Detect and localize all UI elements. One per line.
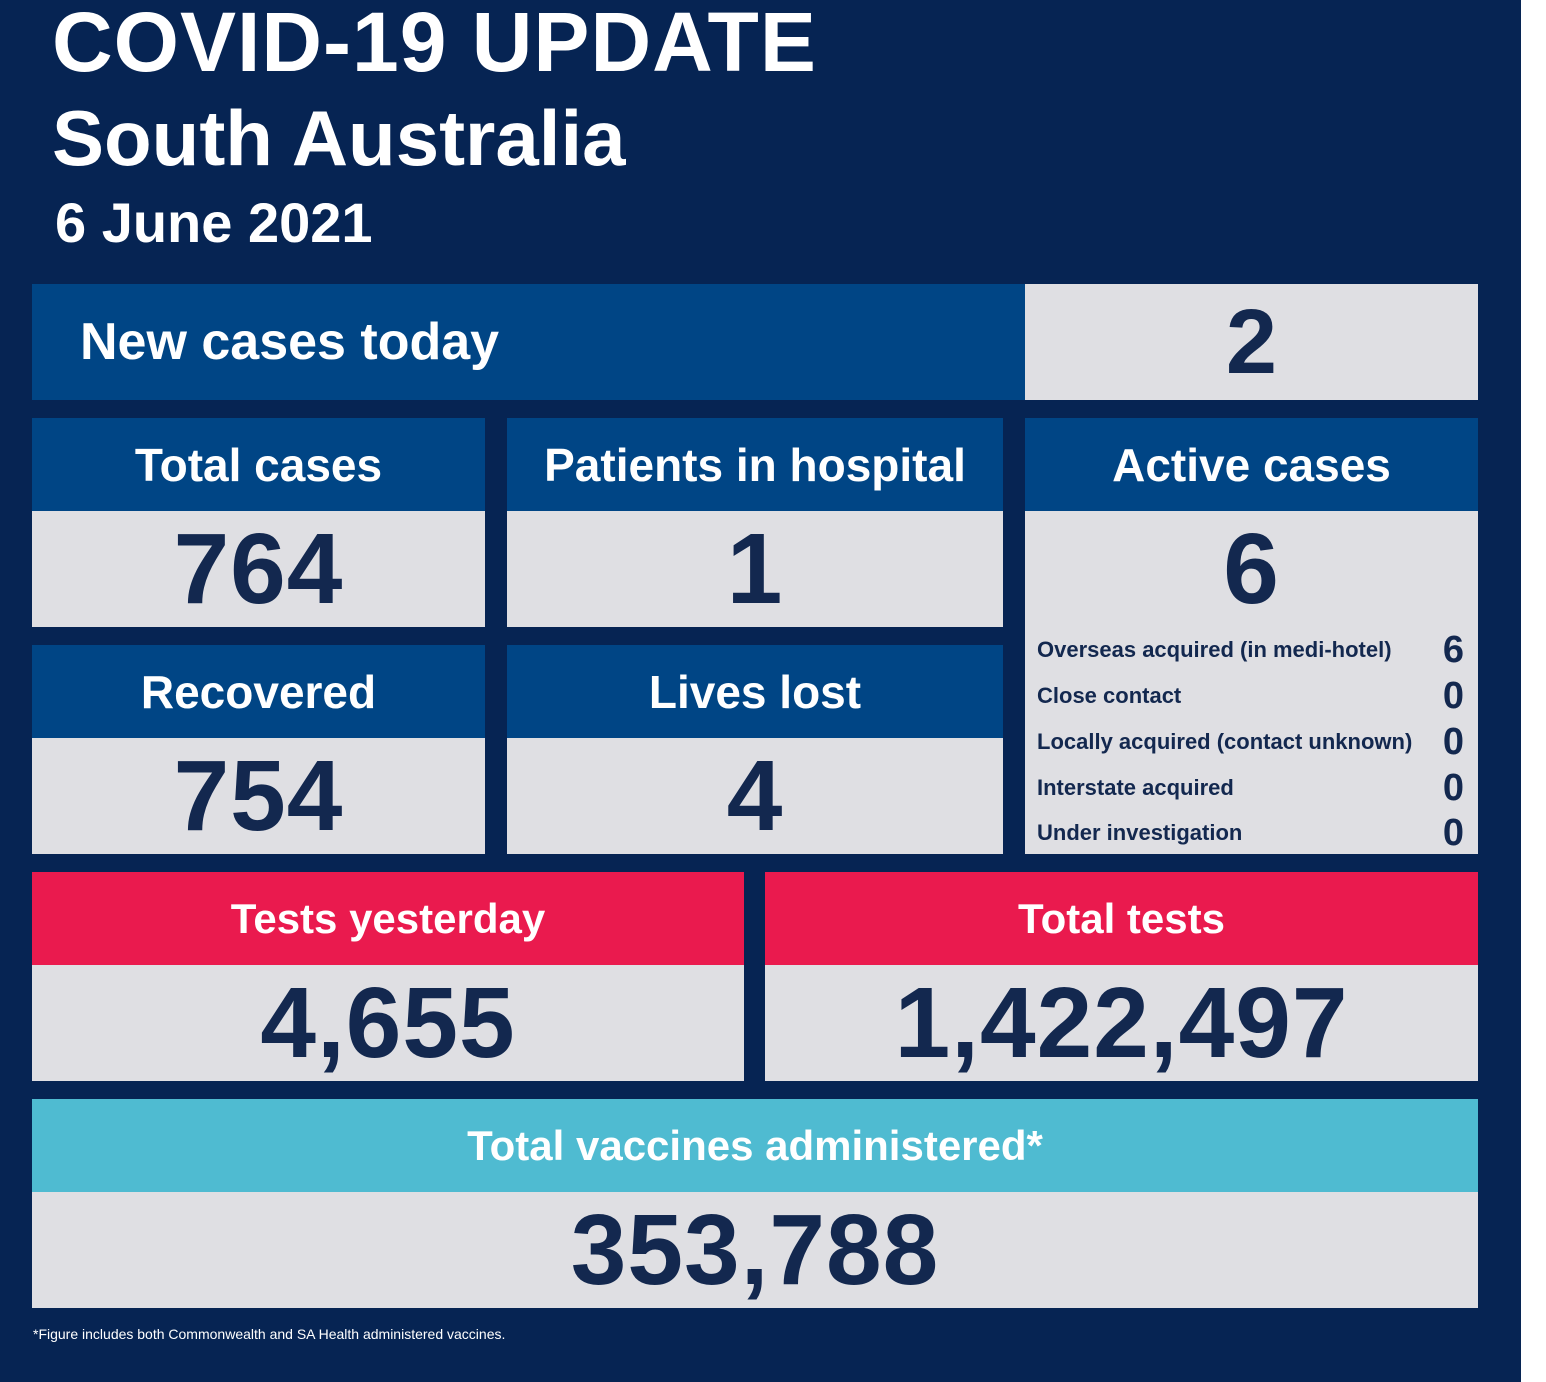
patients-in-hospital-header: Patients in hospital [507,418,1003,511]
total-cases-value-box: 764 [32,511,485,627]
breakdown-value: 0 [1442,811,1464,854]
breakdown-row: Interstate acquired 0 [1037,766,1464,809]
breakdown-row: Under investigation 0 [1037,811,1464,854]
footnote: *Figure includes both Commonwealth and S… [33,1326,506,1342]
patients-in-hospital-value-box: 1 [507,511,1003,627]
total-tests-header: Total tests [765,872,1478,965]
tests-yesterday-value-box: 4,655 [32,965,744,1081]
patients-in-hospital-value: 1 [726,512,784,625]
patients-in-hospital-label: Patients in hospital [544,438,966,491]
breakdown-row: Close contact 0 [1037,674,1464,717]
total-tests-value-box: 1,422,497 [765,965,1478,1081]
total-vaccines-value-box: 353,788 [32,1192,1478,1308]
new-cases-label-box: New cases today [32,284,1025,400]
new-cases-value: 2 [1225,290,1278,393]
breakdown-value: 0 [1442,720,1464,763]
total-cases-label: Total cases [134,438,383,491]
page-title: COVID-19 UPDATE [52,0,817,89]
breakdown-value: 0 [1442,674,1464,717]
report-date: 6 June 2021 [55,191,373,254]
region-title: South Australia [52,94,626,182]
lives-lost-value-box: 4 [507,738,1003,854]
active-cases-label: Active cases [1112,438,1391,491]
breakdown-value: 6 [1442,628,1464,671]
breakdown-label: Under investigation [1037,820,1243,845]
breakdown-label: Locally acquired (contact unknown) [1037,729,1413,754]
total-cases-value: 764 [173,512,344,625]
lives-lost-value: 4 [726,739,784,852]
breakdown-row: Overseas acquired (in medi-hotel) 6 [1037,628,1464,671]
total-vaccines-value: 353,788 [570,1193,940,1306]
breakdown-label: Overseas acquired (in medi-hotel) [1037,637,1392,662]
recovered-value: 754 [173,739,344,852]
breakdown-label: Close contact [1037,683,1182,708]
active-cases-value-box: 6 [1025,511,1478,628]
total-tests-label: Total tests [1018,894,1225,942]
breakdown-value: 0 [1442,766,1464,809]
breakdown-row: Locally acquired (contact unknown) 0 [1037,720,1464,763]
tests-yesterday-header: Tests yesterday [32,872,744,965]
breakdown-label: Interstate acquired [1037,775,1234,800]
total-tests-value: 1,422,497 [894,966,1349,1079]
recovered-label: Recovered [140,665,377,718]
total-vaccines-header: Total vaccines administered* [32,1099,1478,1192]
total-cases-header: Total cases [32,418,485,511]
active-cases-breakdown: Overseas acquired (in medi-hotel) 6 Clos… [1025,628,1478,854]
tests-yesterday-label: Tests yesterday [230,894,546,942]
lives-lost-label: Lives lost [648,665,862,718]
new-cases-label: New cases today [80,313,500,371]
total-vaccines-label: Total vaccines administered* [467,1121,1043,1169]
tests-yesterday-value: 4,655 [260,966,516,1079]
new-cases-value-box: 2 [1025,284,1478,400]
recovered-header: Recovered [32,645,485,738]
active-cases-header: Active cases [1025,418,1478,511]
adjacent-page-strip [1521,0,1546,1382]
active-cases-value: 6 [1223,513,1280,625]
recovered-value-box: 754 [32,738,485,854]
lives-lost-header: Lives lost [507,645,1003,738]
